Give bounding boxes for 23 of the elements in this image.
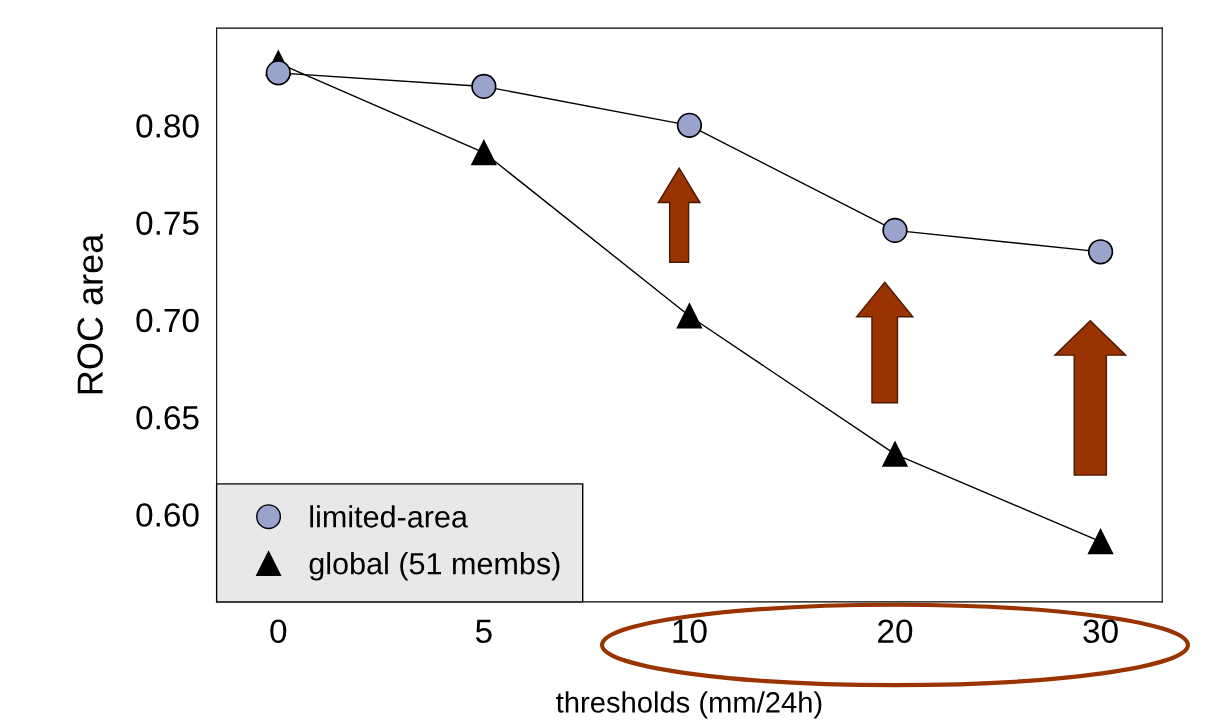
point [676,112,703,138]
x-tick-label: 10 [673,619,707,644]
x-tick-label: 30 [1083,619,1118,644]
y-axis-title: ROC area [77,233,103,394]
point [1087,239,1114,265]
legend-label: global (51 membs) [309,552,560,581]
x-tick-label: 20 [878,619,913,644]
point [471,73,497,100]
y-tick-label: 0.60 [136,503,199,527]
point [676,303,703,329]
point [471,139,497,166]
x-axis-title: thresholds (mm/24h) [556,691,822,719]
y-tick-label: 0.70 [136,308,199,333]
point [882,217,908,244]
x-tick-label: 0 [270,619,287,644]
y-tick-label: 0.75 [136,211,199,236]
point [1087,528,1114,555]
legend-label: limited-area [310,505,468,528]
y-tick-label: 0.65 [136,405,199,430]
point [265,60,291,86]
x-tick-label: 5 [475,619,492,644]
point [882,441,908,467]
y-tick-label: 0.80 [136,114,199,138]
